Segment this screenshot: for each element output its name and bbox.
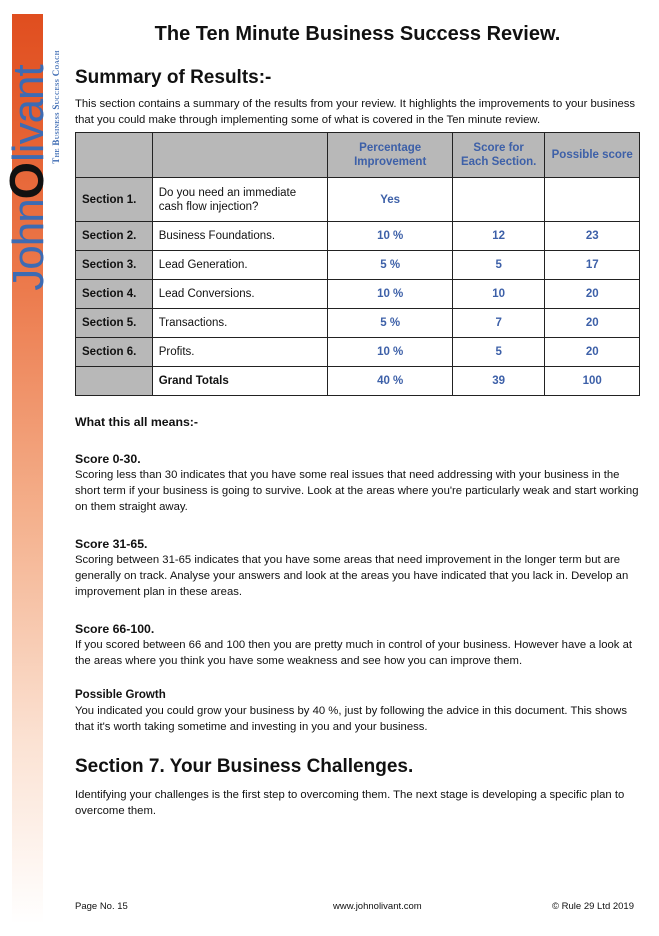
page-number: Page No. 15 <box>75 901 128 912</box>
table-cell: Section 2. <box>75 221 153 251</box>
table-cell: 39 <box>451 366 546 396</box>
table-row: Section 5. Transactions. 5 % 7 20 <box>75 308 640 338</box>
table-cell: 5 <box>451 250 546 280</box>
score-title: Score 0-30. <box>75 452 141 466</box>
table-cell <box>544 177 640 222</box>
logo-text: O <box>1 161 54 200</box>
score-title: Score 31-65. <box>75 537 148 551</box>
results-table: Percentage Improvement Score for Each Sec… <box>75 132 640 396</box>
sidebar-gradient-bar <box>12 14 43 924</box>
meaning-heading: What this all means:- <box>75 415 198 429</box>
growth-text: You indicated you could grow your busine… <box>75 705 627 733</box>
table-cell: Yes <box>327 177 453 222</box>
growth-block: Possible Growth You indicated you could g… <box>75 687 640 735</box>
column-header <box>75 132 153 178</box>
score-text: Scoring between 31-65 indicates that you… <box>75 554 629 598</box>
column-header: Possible score <box>544 132 640 178</box>
page-title: The Ten Minute Business Success Review. <box>154 23 561 45</box>
table-cell: 20 <box>544 308 640 338</box>
table-row: Section 3. Lead Generation. 5 % 5 17 <box>75 250 640 280</box>
table-cell: Section 3. <box>75 250 153 280</box>
table-row: Section 2. Business Foundations. 10 % 12 23 <box>75 221 640 251</box>
table-cell: 5 <box>451 337 546 367</box>
score-block: Score 31-65. Scoring between 31-65 indica… <box>75 536 640 600</box>
table-cell: Section 6. <box>75 337 153 367</box>
table-cell <box>451 177 546 222</box>
table-cell: 17 <box>544 250 640 280</box>
score-title: Score 66-100. <box>75 622 155 636</box>
section7-text: Identifying your challenges is the first… <box>75 789 625 817</box>
table-cell: Section 4. <box>75 279 153 309</box>
table-cell <box>75 366 153 396</box>
table-cell: Lead Generation. <box>151 250 329 280</box>
logo-text: John <box>4 199 53 291</box>
summary-intro: This section contains a summary of the r… <box>75 98 636 126</box>
table-cell: 10 % <box>327 337 453 367</box>
column-header: Percentage Improvement <box>327 132 453 178</box>
table-cell: 12 <box>451 221 546 251</box>
footer-copyright: © Rule 29 Ltd 2019 <box>552 901 635 912</box>
table-cell: Do you need an immediate cash flow injec… <box>151 177 329 222</box>
table-cell: 20 <box>544 337 640 367</box>
page-content: The Ten Minute Business Success Review. … <box>75 22 640 819</box>
section7-heading: Section 7. Your Business Challenges. <box>75 756 414 777</box>
table-header-row: Percentage Improvement Score for Each Sec… <box>75 132 640 178</box>
score-block: Score 0-30. Scoring less than 30 indicate… <box>75 451 640 515</box>
table-cell: 7 <box>451 308 546 338</box>
table-cell: Profits. <box>151 337 329 367</box>
summary-heading: Summary of Results:- <box>75 67 272 88</box>
column-header <box>151 132 329 178</box>
logo-tagline: The Business Success Coach <box>51 50 61 164</box>
table-cell: Section 1. <box>75 177 153 222</box>
footer-url[interactable]: www.johnolivant.com <box>333 901 422 912</box>
table-cell: Business Foundations. <box>151 221 329 251</box>
score-text: Scoring less than 30 indicates that you … <box>75 469 639 513</box>
table-cell: Section 5. <box>75 308 153 338</box>
table-row: Section 6. Profits. 10 % 5 20 <box>75 337 640 367</box>
table-cell: 10 <box>451 279 546 309</box>
table-cell: Transactions. <box>151 308 329 338</box>
logo-text: livant <box>4 65 53 162</box>
table-cell: 5 % <box>327 308 453 338</box>
table-cell: Grand Totals <box>151 366 329 396</box>
table-cell: 23 <box>544 221 640 251</box>
score-text: If you scored between 66 and 100 then yo… <box>75 639 633 667</box>
table-cell: 20 <box>544 279 640 309</box>
table-cell: 10 % <box>327 221 453 251</box>
table-cell: 10 % <box>327 279 453 309</box>
table-cell: 5 % <box>327 250 453 280</box>
table-cell: 40 % <box>327 366 453 396</box>
score-block: Score 66-100. If you scored between 66 an… <box>75 621 640 669</box>
column-header: Score for Each Section. <box>451 132 546 178</box>
table-row: Section 1. Do you need an immediate cash … <box>75 177 640 222</box>
table-row: Section 4. Lead Conversions. 10 % 10 20 <box>75 279 640 309</box>
table-cell: 100 <box>544 366 640 396</box>
table-cell: Lead Conversions. <box>151 279 329 309</box>
table-row: Grand Totals 40 % 39 100 <box>75 366 640 396</box>
growth-title: Possible Growth <box>75 689 166 701</box>
